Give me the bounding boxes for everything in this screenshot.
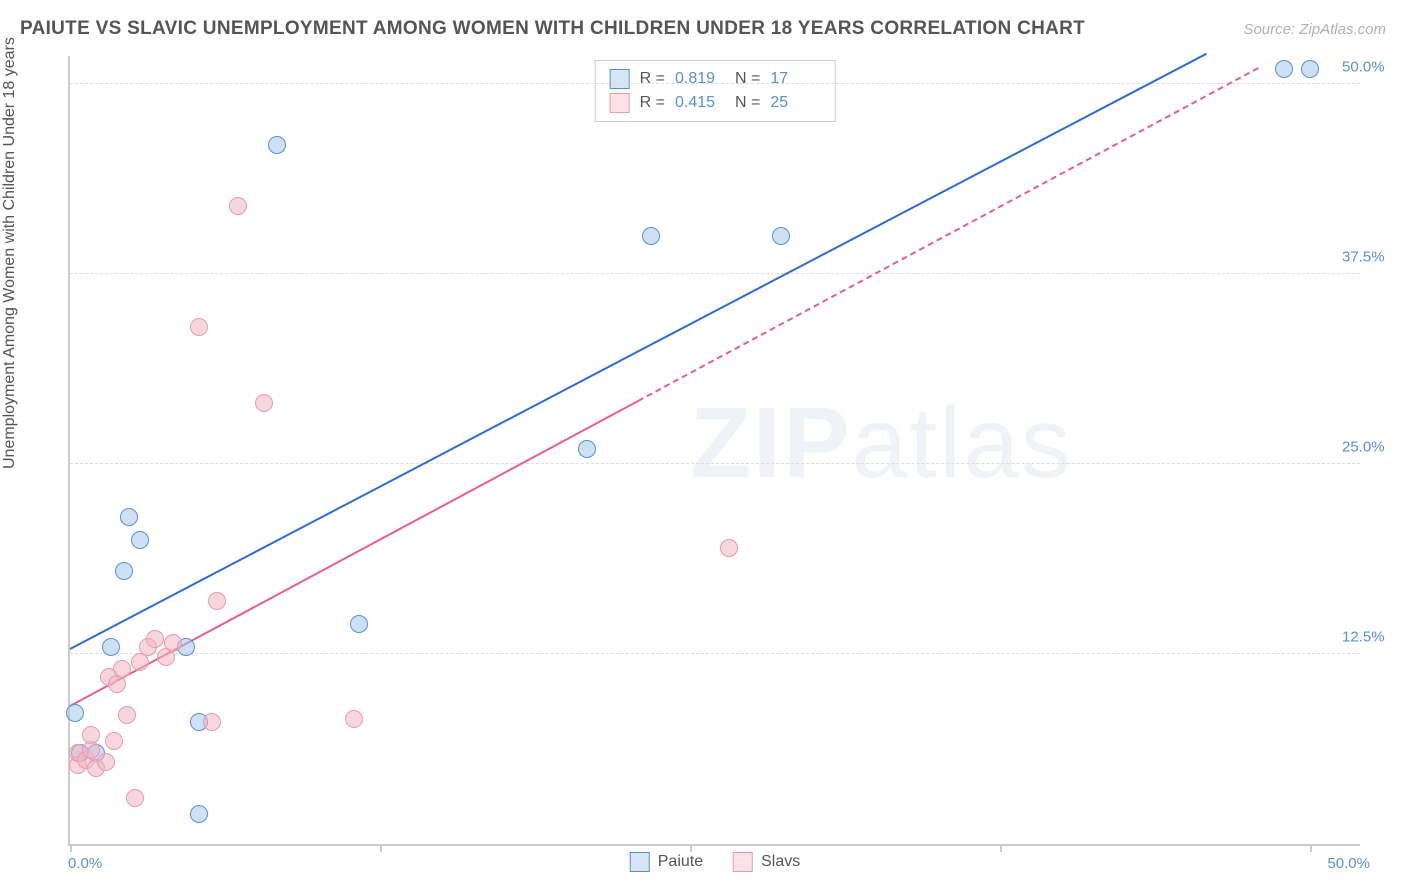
data-point — [578, 440, 596, 458]
data-point — [208, 592, 226, 610]
legend-swatch — [733, 852, 753, 872]
data-point — [118, 706, 136, 724]
n-label: N = — [735, 91, 760, 115]
legend-label: Slavs — [761, 853, 800, 871]
data-point — [120, 508, 138, 526]
legend-item: Slavs — [733, 852, 800, 872]
y-tick-label: 12.5% — [1342, 629, 1406, 646]
x-tick — [690, 844, 692, 852]
n-value: 25 — [770, 91, 820, 115]
data-point — [268, 136, 286, 154]
n-label: N = — [735, 67, 760, 91]
data-point — [255, 394, 273, 412]
data-point — [131, 531, 149, 549]
watermark: ZIPatlas — [690, 386, 1073, 501]
data-point — [115, 562, 133, 580]
stats-row: R = 0.819 N = 17 — [610, 67, 821, 91]
x-tick — [380, 844, 382, 852]
data-point — [190, 318, 208, 336]
data-point — [350, 615, 368, 633]
x-axis-min-label: 0.0% — [68, 855, 102, 872]
data-point — [642, 227, 660, 245]
y-tick-label: 25.0% — [1342, 439, 1406, 456]
data-point — [164, 634, 182, 652]
x-tick — [1310, 844, 1312, 852]
data-point — [1301, 60, 1319, 78]
y-tick-label: 37.5% — [1342, 249, 1406, 266]
data-point — [772, 227, 790, 245]
gridline — [70, 83, 1360, 84]
x-tick — [1000, 844, 1002, 852]
data-point — [203, 713, 221, 731]
r-value: 0.819 — [675, 67, 725, 91]
y-tick-label: 50.0% — [1342, 59, 1406, 76]
scatter-chart: ZIPatlas R =0.819N =17R =0.415N =25 Paiu… — [68, 56, 1360, 846]
y-axis-label: Unemployment Among Women with Children U… — [1, 37, 19, 469]
r-label: R = — [640, 67, 665, 91]
source-attribution: Source: ZipAtlas.com — [1243, 21, 1386, 38]
legend-item: Paiute — [630, 852, 703, 872]
legend-swatch — [630, 852, 650, 872]
stats-legend: R = 0.819 N = 17 R = 0.415 N = 25 — [595, 60, 836, 122]
r-label: R = — [640, 91, 665, 115]
data-point — [720, 539, 738, 557]
data-point — [190, 805, 208, 823]
data-point — [105, 732, 123, 750]
data-point — [113, 660, 131, 678]
stats-row: R = 0.415 N = 25 — [610, 91, 821, 115]
gridline — [70, 463, 1360, 464]
series-legend: Paiute Slavs — [630, 852, 801, 872]
x-axis-max-label: 50.0% — [1327, 855, 1370, 872]
data-point — [146, 630, 164, 648]
data-point — [97, 753, 115, 771]
data-point — [1275, 60, 1293, 78]
regression-line — [70, 400, 639, 707]
data-point — [82, 726, 100, 744]
legend-swatch — [610, 69, 630, 89]
gridline — [70, 273, 1360, 274]
chart-title: PAIUTE VS SLAVIC UNEMPLOYMENT AMONG WOME… — [20, 18, 1085, 40]
data-point — [345, 710, 363, 728]
data-point — [102, 638, 120, 656]
gridline — [70, 653, 1360, 654]
data-point — [229, 197, 247, 215]
n-value: 17 — [770, 67, 820, 91]
regression-line — [70, 52, 1208, 649]
r-value: 0.415 — [675, 91, 725, 115]
legend-label: Paiute — [658, 853, 703, 871]
legend-swatch — [610, 93, 630, 113]
data-point — [66, 704, 84, 722]
x-tick — [70, 844, 72, 852]
data-point — [126, 789, 144, 807]
